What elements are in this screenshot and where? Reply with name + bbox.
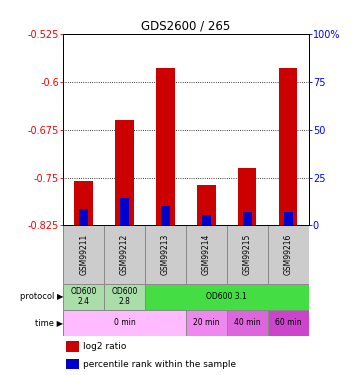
Bar	[66, 341, 79, 352]
Text: time ▶: time ▶	[35, 318, 63, 327]
Bar	[284, 212, 293, 225]
Bar	[66, 359, 79, 369]
Text: GSM99214: GSM99214	[202, 234, 211, 275]
Bar	[104, 284, 145, 310]
Bar	[197, 185, 216, 225]
Bar	[63, 225, 104, 284]
Title: GDS2600 / 265: GDS2600 / 265	[141, 20, 231, 33]
Bar	[63, 284, 104, 310]
Text: GSM99211: GSM99211	[79, 234, 88, 275]
Text: GSM99212: GSM99212	[120, 234, 129, 275]
Text: protocol ▶: protocol ▶	[20, 292, 63, 301]
Bar	[79, 210, 88, 225]
Text: OD600 3.1: OD600 3.1	[206, 292, 247, 301]
Bar	[145, 225, 186, 284]
Text: OD600
2.4: OD600 2.4	[70, 287, 97, 306]
Text: 0 min: 0 min	[114, 318, 135, 327]
Bar	[104, 225, 145, 284]
Bar	[238, 168, 256, 225]
Bar	[156, 68, 175, 225]
Bar	[202, 214, 211, 225]
Bar	[120, 198, 129, 225]
Text: 40 min: 40 min	[234, 318, 261, 327]
Bar	[186, 225, 227, 284]
Text: 60 min: 60 min	[275, 318, 301, 327]
Text: percentile rank within the sample: percentile rank within the sample	[83, 360, 236, 369]
Bar	[63, 310, 186, 336]
Bar	[115, 120, 134, 225]
Bar	[74, 181, 93, 225]
Bar	[279, 68, 297, 225]
Text: OD600
2.8: OD600 2.8	[111, 287, 138, 306]
Bar	[145, 284, 309, 310]
Text: GSM99216: GSM99216	[284, 234, 293, 275]
Bar	[186, 310, 227, 336]
Text: GSM99213: GSM99213	[161, 234, 170, 275]
Bar	[227, 225, 268, 284]
Bar	[161, 206, 170, 225]
Bar	[243, 212, 252, 225]
Bar	[268, 225, 309, 284]
Bar	[268, 310, 309, 336]
Text: 20 min: 20 min	[193, 318, 219, 327]
Text: GSM99215: GSM99215	[243, 234, 252, 275]
Text: log2 ratio: log2 ratio	[83, 342, 126, 351]
Bar	[227, 310, 268, 336]
